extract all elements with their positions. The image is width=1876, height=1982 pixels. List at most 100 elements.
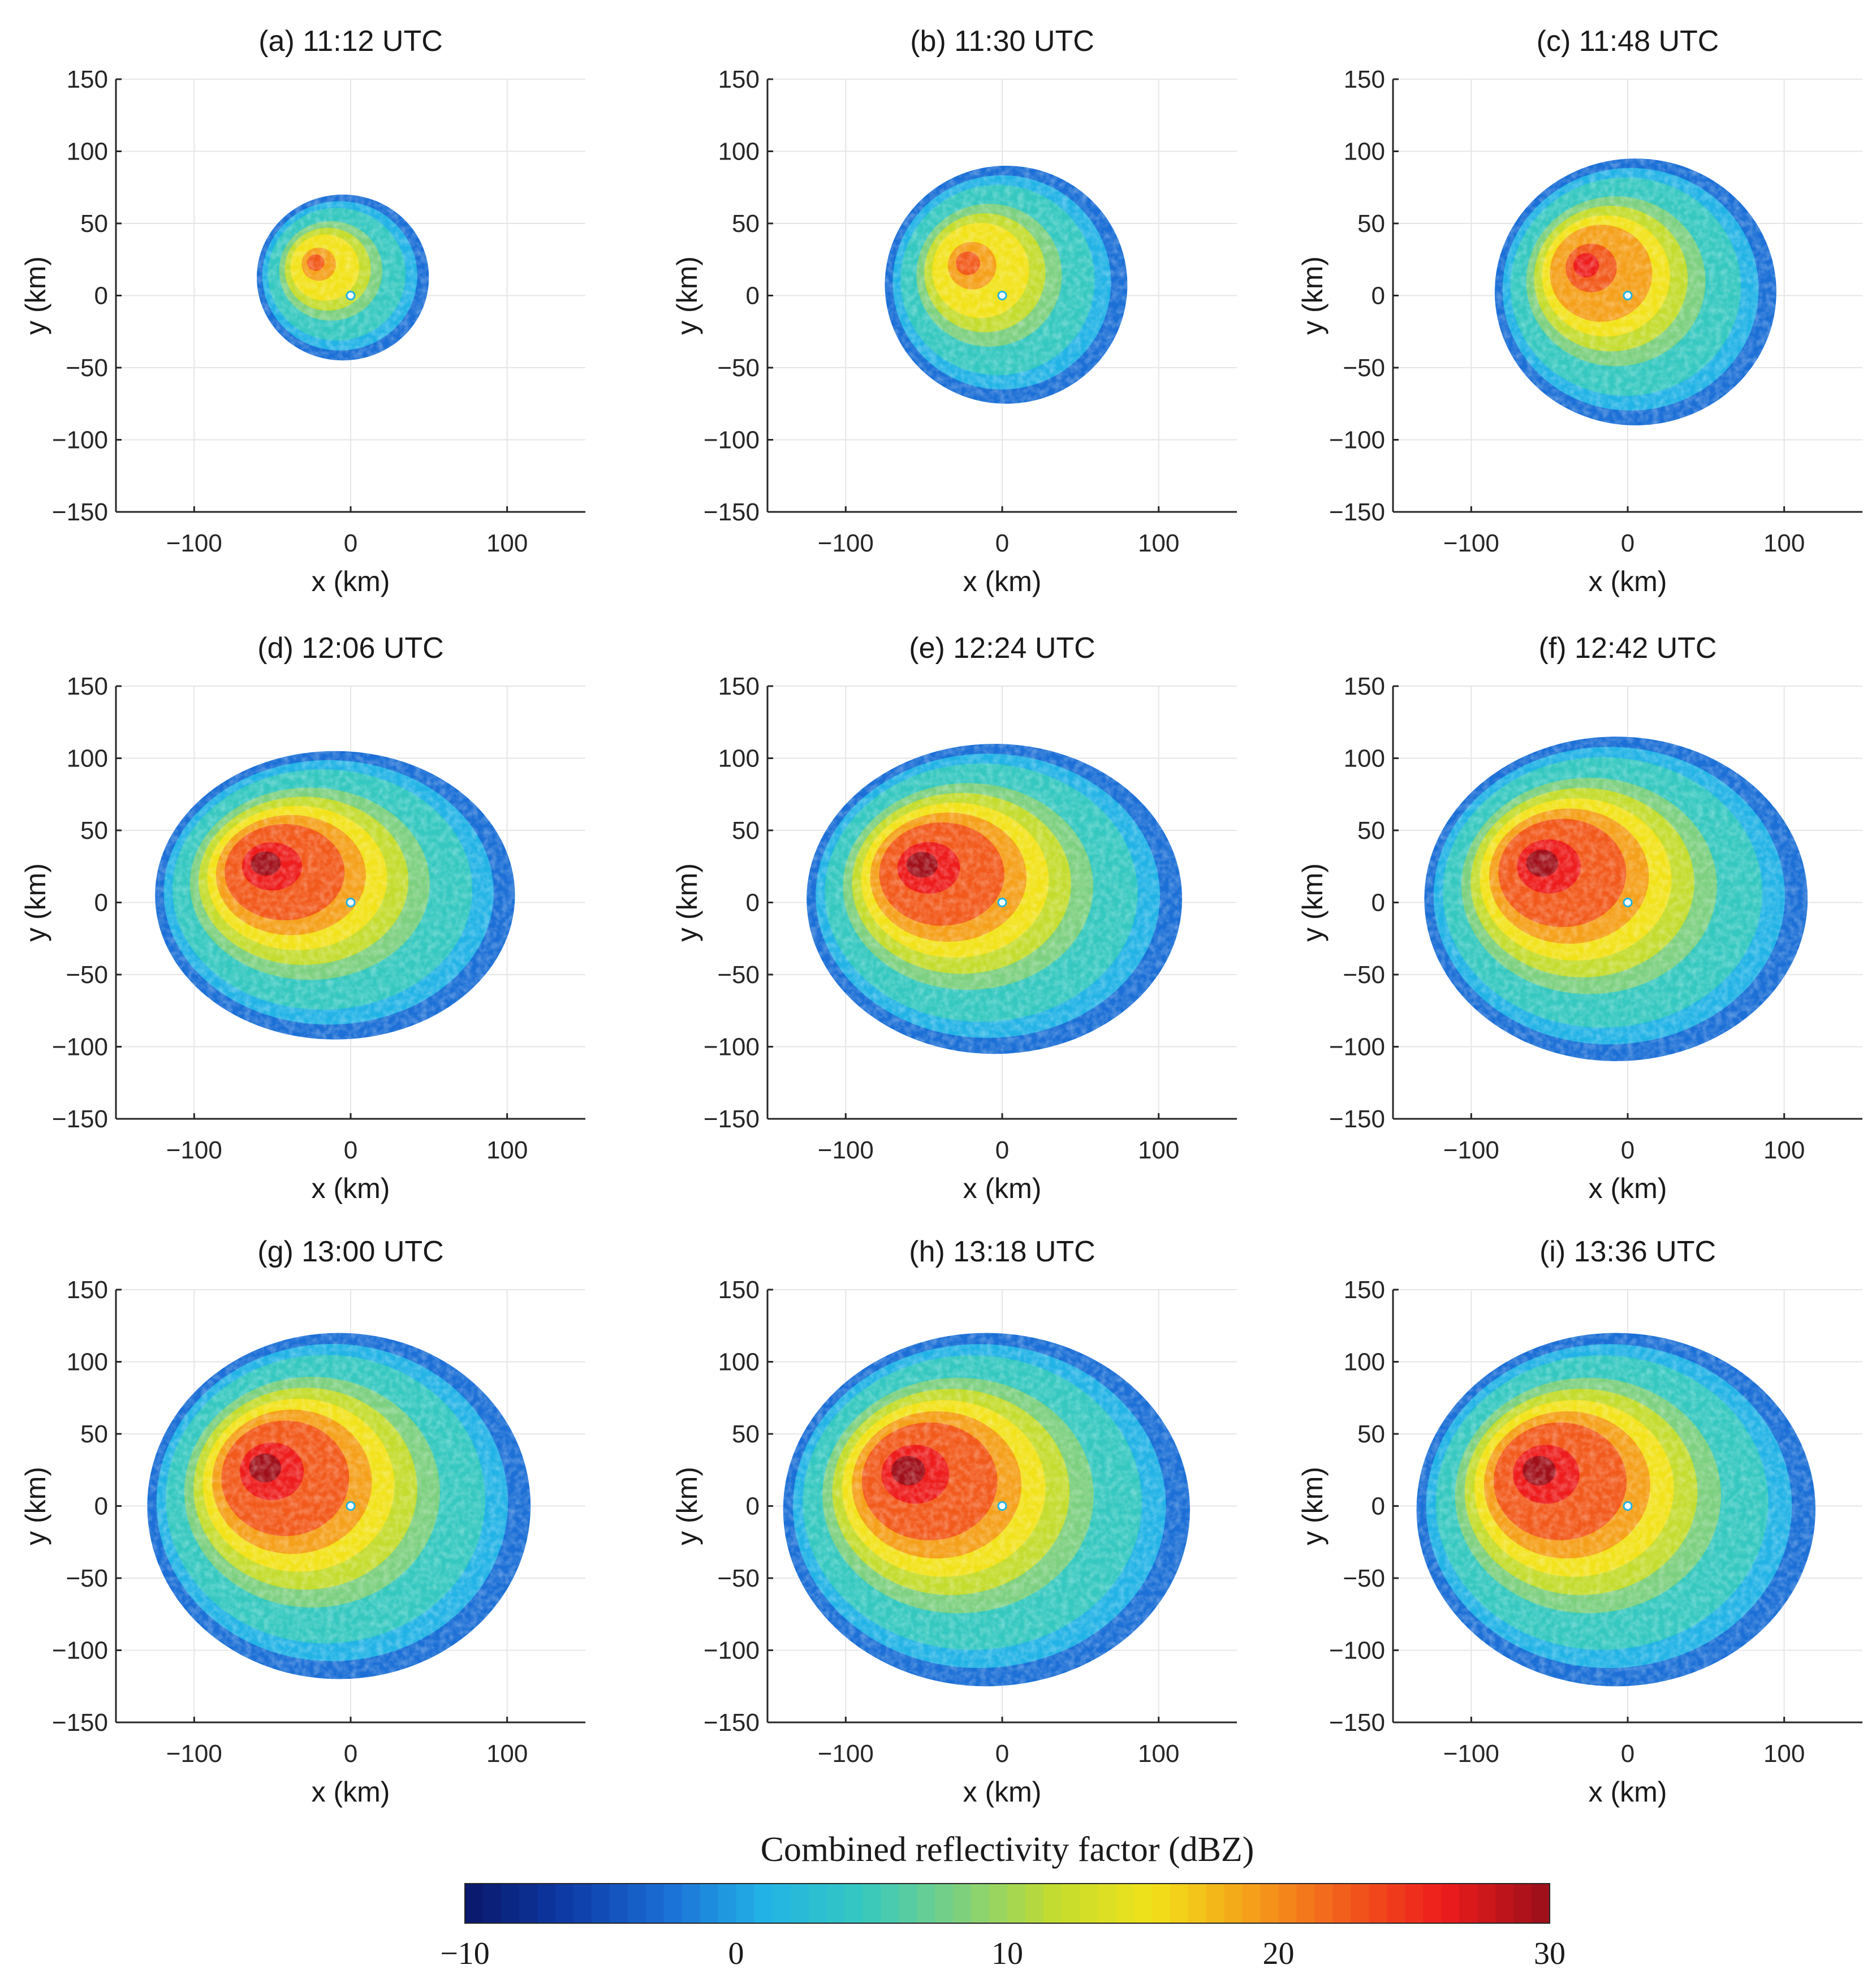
- y-axis-label: y (km): [1297, 1467, 1329, 1545]
- x-tick-label: 0: [1621, 1740, 1635, 1768]
- colorbar-segment: [1025, 1884, 1044, 1923]
- echo-field-f: [1424, 736, 1808, 1061]
- y-tick-label: 100: [1344, 138, 1385, 166]
- colorbar-title: Combined reflectivity factor (dBZ): [761, 1830, 1254, 1869]
- y-tick-label: 100: [718, 138, 760, 166]
- echo-speckle: [783, 1333, 1190, 1687]
- x-tick-label: −100: [818, 529, 874, 557]
- colorbar-tick-label: 0: [728, 1936, 744, 1971]
- x-tick-label: −100: [818, 1136, 874, 1164]
- colorbar-segment: [700, 1884, 719, 1923]
- y-tick-label: −100: [704, 426, 760, 454]
- x-axis-label: x (km): [963, 1776, 1042, 1808]
- colorbar-segment: [573, 1884, 592, 1923]
- x-axis-label: x (km): [312, 1173, 390, 1204]
- colorbar-segment: [971, 1884, 990, 1923]
- echo-speckle: [147, 1333, 531, 1679]
- colorbar-segment: [1441, 1884, 1460, 1923]
- echo-field-h: [783, 1333, 1190, 1687]
- y-axis-label: y (km): [20, 256, 51, 335]
- colorbar-segment: [1405, 1884, 1424, 1923]
- x-axis-label: x (km): [1589, 1776, 1667, 1808]
- y-axis-label: y (km): [20, 1467, 51, 1545]
- echo-field-g: [147, 1333, 531, 1679]
- x-axis-label: x (km): [1589, 1173, 1667, 1204]
- colorbar-segment: [609, 1884, 628, 1923]
- y-tick-label: −50: [1343, 1565, 1385, 1592]
- y-tick-label: 150: [1344, 673, 1385, 700]
- colorbar-tick-label: 10: [991, 1936, 1023, 1971]
- colorbar-segment: [482, 1884, 502, 1923]
- colorbar-segment: [881, 1884, 900, 1923]
- y-tick-label: −50: [1343, 961, 1385, 989]
- colorbar-segment: [1115, 1884, 1135, 1923]
- colorbar-segment: [1152, 1884, 1171, 1923]
- colorbar-segment: [1206, 1884, 1225, 1923]
- panel-title: (d) 12:06 UTC: [257, 632, 443, 665]
- colorbar-segment: [1387, 1884, 1406, 1923]
- panel-title: (b) 11:30 UTC: [910, 25, 1094, 58]
- y-tick-label: −150: [704, 1105, 760, 1133]
- y-axis-label: y (km): [1297, 256, 1329, 335]
- x-tick-label: 0: [344, 1136, 357, 1164]
- colorbar-segment: [844, 1884, 864, 1923]
- colorbar-tick-label: −10: [440, 1936, 490, 1971]
- colorbar-segment: [1369, 1884, 1388, 1923]
- y-tick-label: 150: [67, 673, 108, 700]
- panel-d: −100 0 100 150 100 50 0 −50 −100 −150 (d) 12:06 UT…: [20, 632, 585, 1204]
- x-tick-label: 0: [995, 1136, 1009, 1164]
- colorbar-segment: [808, 1884, 827, 1923]
- y-tick-label: 0: [94, 889, 108, 917]
- x-axis-label: x (km): [963, 566, 1042, 597]
- x-tick-label: 100: [1763, 1136, 1805, 1164]
- x-tick-label: −100: [1443, 529, 1499, 557]
- x-tick-label: 100: [1763, 529, 1805, 557]
- colorbar: Combined reflectivity factor (dBZ) −10 0 10…: [440, 1830, 1566, 1971]
- x-tick-label: −100: [166, 529, 222, 557]
- panel-title: (i) 13:36 UTC: [1539, 1235, 1716, 1268]
- radar-site-marker: [1623, 291, 1633, 300]
- colorbar-segment: [736, 1884, 755, 1923]
- x-axis-label: x (km): [312, 566, 390, 597]
- x-tick-label: 100: [486, 1740, 528, 1768]
- x-tick-label: 0: [344, 529, 357, 557]
- colorbar-segment: [645, 1884, 665, 1923]
- echo-field-c: [1494, 158, 1776, 425]
- panel-title: (a) 11:12 UTC: [258, 25, 443, 58]
- colorbar-segment: [591, 1884, 610, 1923]
- y-tick-label: 50: [732, 817, 760, 844]
- radar-site-marker: [346, 291, 356, 300]
- y-tick-label: −50: [717, 1565, 760, 1592]
- colorbar-segment: [1170, 1884, 1189, 1923]
- radar-site-marker: [997, 898, 1007, 907]
- y-tick-label: 50: [1357, 817, 1385, 844]
- y-tick-label: −150: [52, 1105, 108, 1133]
- colorbar-segment: [772, 1884, 791, 1923]
- y-tick-label: 0: [1372, 889, 1385, 917]
- x-tick-label: 0: [995, 1740, 1009, 1768]
- x-tick-label: 100: [1138, 529, 1179, 557]
- y-tick-label: 100: [1344, 1348, 1385, 1376]
- y-tick-label: −100: [704, 1637, 760, 1665]
- y-tick-label: −50: [66, 961, 108, 989]
- colorbar-segment: [935, 1884, 954, 1923]
- x-tick-label: 100: [1138, 1136, 1179, 1164]
- x-tick-label: 100: [486, 1136, 528, 1164]
- x-tick-label: 0: [344, 1740, 357, 1768]
- y-axis-label: y (km): [1297, 863, 1329, 942]
- colorbar-segment: [1007, 1884, 1026, 1923]
- colorbar-segment: [862, 1884, 882, 1923]
- colorbar-segment: [1260, 1884, 1279, 1923]
- y-tick-label: −100: [52, 426, 108, 454]
- y-tick-label: −50: [1343, 354, 1385, 382]
- x-tick-label: −100: [1443, 1740, 1499, 1768]
- echo-field-a: [257, 195, 429, 361]
- x-tick-label: −100: [818, 1740, 874, 1768]
- colorbar-segment: [682, 1884, 701, 1923]
- panel-title: (c) 11:48 UTC: [1537, 25, 1719, 58]
- radar-site-marker: [997, 1501, 1007, 1511]
- colorbar-segment: [1296, 1884, 1316, 1923]
- y-tick-label: −100: [52, 1033, 108, 1061]
- y-tick-label: 100: [67, 745, 108, 773]
- x-tick-label: 0: [1621, 1136, 1635, 1164]
